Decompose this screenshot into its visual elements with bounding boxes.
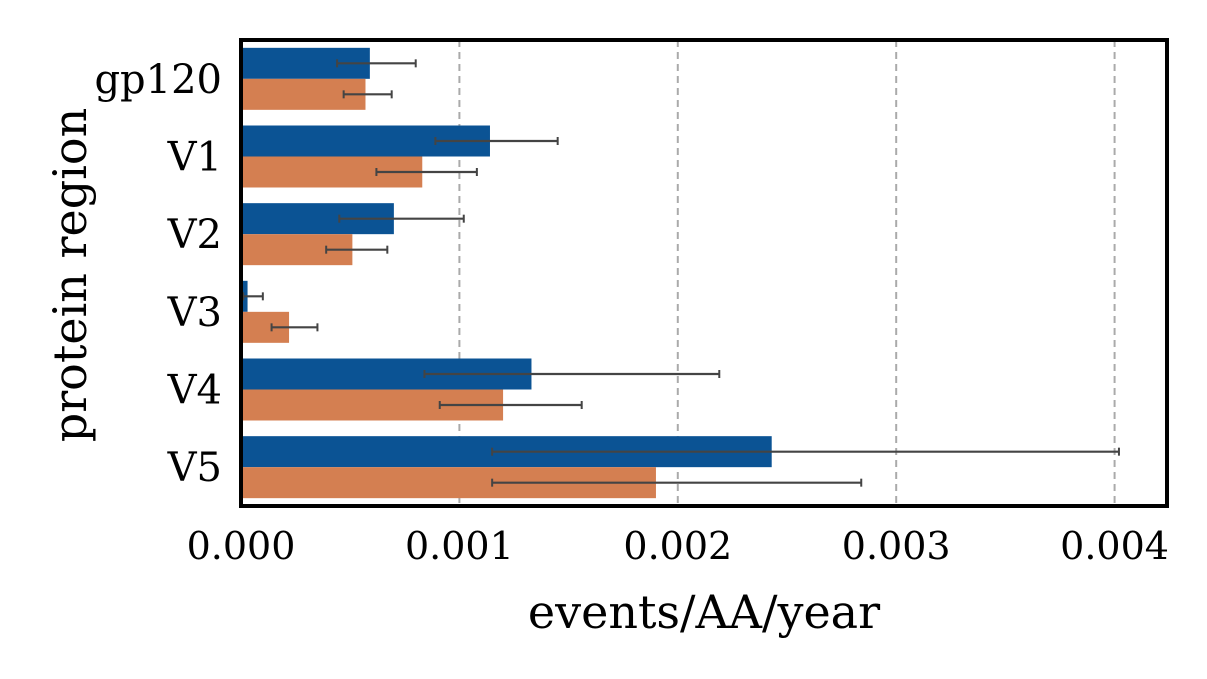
x-tick-label-1: 0.001 [405,524,514,568]
x-tick-label-0: 0.000 [187,524,296,568]
y-tick-labels: gp120 V1 V2 V3 V4 V5 [94,57,222,491]
grid-lines [458,40,1116,506]
y-axis-title: protein region [43,108,97,443]
x-axis-title: events/AA/year [528,585,880,639]
y-tick-label-V3: V3 [167,290,222,336]
error-bars [242,59,1120,487]
y-tick-label-V1: V1 [167,135,222,181]
y-tick-label-gp120: gp120 [94,57,222,103]
plot-frame [239,38,1169,508]
x-tick-label-3: 0.003 [842,524,951,568]
x-tick-label-2: 0.002 [623,524,732,568]
y-tick-label-V2: V2 [167,212,222,258]
y-tick-label-V4: V4 [167,368,222,414]
y-tick-label-V5: V5 [167,445,222,491]
bars [241,47,772,499]
x-tick-labels: 0.000 0.001 0.002 0.003 0.004 [187,524,1169,568]
x-tick-label-4: 0.004 [1060,524,1169,568]
